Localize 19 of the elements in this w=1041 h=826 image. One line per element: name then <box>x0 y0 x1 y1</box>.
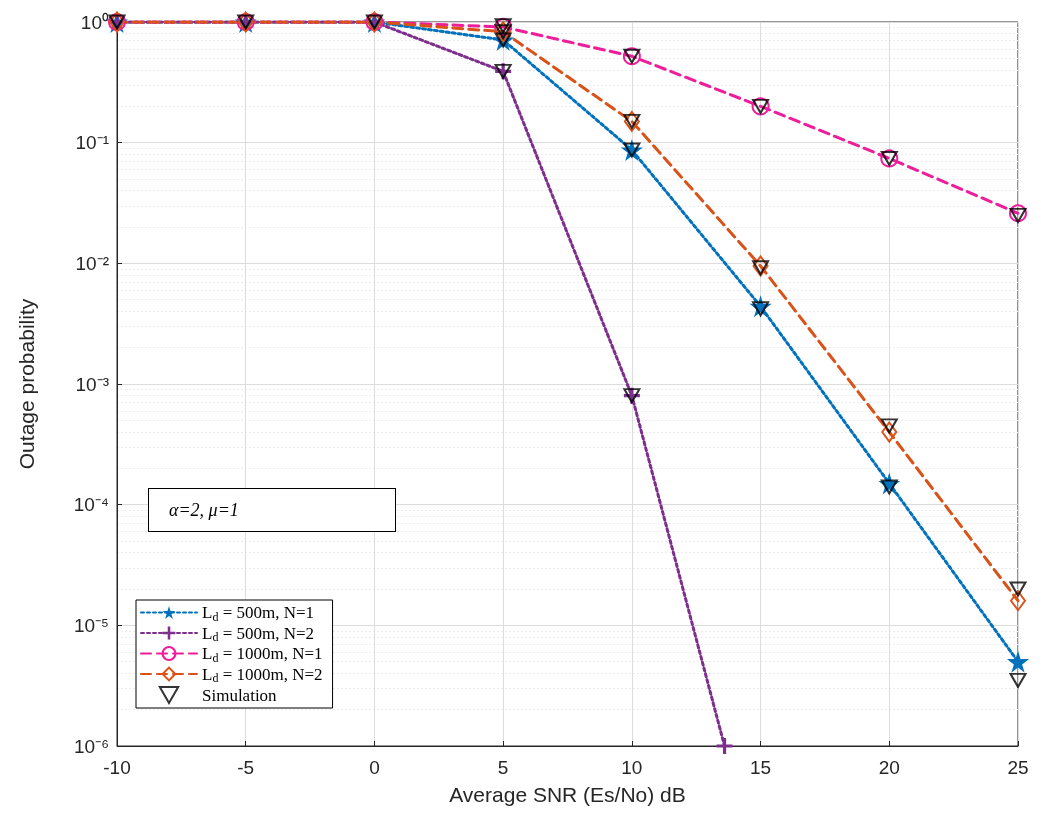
x-tick-label: 10 <box>621 757 643 778</box>
y-tick-label: 10⁻⁴ <box>73 494 109 516</box>
y-tick-label: 10⁻² <box>75 252 109 274</box>
x-tick-label: 5 <box>497 757 509 778</box>
x-tick-label: 25 <box>1007 757 1029 778</box>
y-tick-label: 10⁰ <box>80 11 109 33</box>
x-tick-label: 0 <box>369 757 380 778</box>
y-axis-title: Outage probability <box>15 298 38 470</box>
x-tick-label: -5 <box>237 757 255 778</box>
y-tick-label: 10⁻³ <box>75 373 109 395</box>
y-tick-label: 10⁻¹ <box>75 132 109 154</box>
x-tick-label: 15 <box>750 757 772 778</box>
y-tick-label: 10⁻⁶ <box>74 735 109 757</box>
note-box: α=2, μ=1 <box>148 488 396 532</box>
x-axis-title: Average SNR (Es/No) dB <box>449 783 686 806</box>
x-tick-label: -10 <box>103 757 131 778</box>
x-tick-label: 20 <box>878 757 900 778</box>
y-tick-label: 10⁻⁵ <box>73 614 109 636</box>
legend-label: Simulation <box>202 685 278 705</box>
